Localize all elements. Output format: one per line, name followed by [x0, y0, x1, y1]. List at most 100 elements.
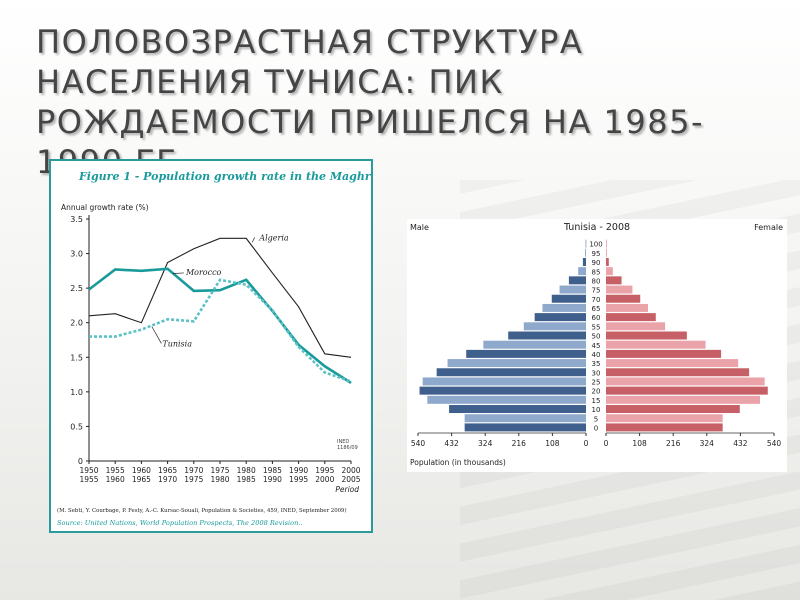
x-tick-label-top: 1970	[184, 466, 203, 475]
female-bar	[606, 386, 768, 395]
age-group-label: 30	[592, 369, 601, 377]
male-bar	[559, 285, 586, 294]
growth-rate-figure: Figure 1 - Population growth rate in the…	[49, 159, 373, 533]
age-group-label: 50	[592, 333, 601, 341]
male-bar	[534, 313, 586, 322]
y-axis-label: Annual growth rate (%)	[61, 203, 149, 212]
age-group-label: 20	[592, 388, 601, 396]
y-tick-label: 3.0	[70, 250, 83, 259]
x-tick-label-right: 0	[604, 439, 609, 448]
female-bar	[606, 276, 622, 285]
x-tick-label-bottom: 1985	[237, 475, 256, 484]
pyramid-left-label: Male	[410, 223, 429, 232]
series-line-morocco	[88, 267, 352, 384]
x-tick-label-bottom: 1975	[184, 475, 203, 484]
series-line-algeria	[88, 237, 352, 358]
age-group-label: 60	[592, 314, 601, 322]
age-group-label: 80	[592, 277, 601, 285]
x-tick-label-left: 0	[584, 439, 589, 448]
age-group-label: 55	[592, 323, 601, 331]
male-bar	[422, 377, 586, 386]
x-tick-label-bottom: 1980	[210, 475, 229, 484]
y-tick-label: 0	[78, 457, 83, 466]
y-tick-label: 3.5	[70, 215, 83, 224]
x-tick-label-right: 324	[700, 439, 715, 448]
series-label-leader	[251, 237, 255, 243]
x-tick-label-bottom: 1965	[132, 475, 151, 484]
female-bar	[606, 423, 723, 432]
female-bar	[606, 239, 607, 248]
age-group-label: 100	[589, 241, 602, 249]
series-line-tunisia	[89, 278, 352, 383]
x-tick-label-top: 1955	[106, 466, 125, 475]
x-tick-label-top: 1975	[210, 466, 229, 475]
x-tick-label-left: 432	[444, 439, 459, 448]
x-tick-label-top: 1950	[79, 466, 98, 475]
x-tick-label-right: 540	[767, 439, 782, 448]
male-bar	[568, 276, 586, 285]
female-bar	[606, 359, 739, 368]
x-tick-label-top: 1965	[158, 466, 177, 475]
x-tick-label-left: 324	[478, 439, 493, 448]
series-label-tunisia: Tunisia	[162, 339, 192, 348]
x-tick-label-top: 1990	[289, 466, 308, 475]
y-tick-label: 2.0	[70, 319, 83, 328]
x-tick-label-left: 540	[411, 439, 426, 448]
x-tick-label-left: 216	[512, 439, 527, 448]
x-tick-label-bottom: 1960	[106, 475, 125, 484]
pyramid-x-axis-label: Population (in thousands)	[410, 458, 506, 467]
y-tick-label: 0.5	[70, 422, 83, 431]
female-bar	[606, 405, 740, 414]
female-bar	[606, 349, 722, 358]
series-label-leader	[172, 272, 184, 274]
age-group-label: 90	[592, 259, 601, 267]
age-group-label: 75	[592, 287, 601, 295]
age-group-label: 70	[592, 296, 601, 304]
male-bar	[551, 294, 586, 303]
male-bar	[483, 340, 586, 349]
inset-note: INED 1186/09	[337, 439, 358, 451]
y-tick-label: 1.5	[70, 353, 83, 362]
figure-source: Source: United Nations, World Population…	[57, 519, 303, 527]
age-group-label: 5	[594, 415, 598, 423]
age-group-label: 10	[592, 406, 601, 414]
male-bar	[508, 331, 586, 340]
chart-title: Figure 1 - Population growth rate in the…	[78, 170, 373, 183]
x-tick-label-top: 1985	[263, 466, 282, 475]
population-pyramid-figure: Male Tunisia - 2008 Female 0 5 10 15 20 25 30 35 40…	[407, 219, 787, 472]
female-bar	[606, 368, 750, 377]
female-bar	[606, 322, 666, 331]
y-tick-label: 1.0	[70, 388, 83, 397]
series-label-leader	[151, 326, 162, 344]
age-group-label: 95	[592, 250, 601, 258]
female-bar	[606, 395, 760, 404]
male-bar	[585, 239, 587, 248]
x-tick-label-bottom: 1955	[79, 475, 98, 484]
female-bar	[606, 414, 723, 423]
female-bar	[606, 377, 765, 386]
male-bar	[585, 248, 586, 257]
inset-note-line: INED	[337, 439, 349, 445]
female-bar	[606, 267, 613, 276]
age-group-label: 35	[592, 360, 601, 368]
figure-footnote: (M. Sebti, Y. Courbage, P. Festy, A.-C. …	[57, 507, 347, 514]
x-tick-label-right: 108	[632, 439, 647, 448]
male-bar	[427, 395, 586, 404]
x-tick-label-right: 216	[666, 439, 681, 448]
age-group-label: 15	[592, 397, 601, 405]
male-bar	[419, 386, 586, 395]
x-tick-label-bottom: 1995	[289, 475, 308, 484]
y-tick-label: 2.5	[70, 284, 83, 293]
growth-rate-chart: Figure 1 - Population growth rate in the…	[57, 170, 373, 527]
female-bar	[606, 313, 656, 322]
age-group-label: 25	[592, 379, 601, 387]
series-label-algeria: Algeria	[258, 233, 289, 242]
male-bar	[447, 359, 586, 368]
pyramid-title: Tunisia - 2008	[563, 222, 630, 233]
x-tick-label-left: 108	[545, 439, 560, 448]
pyramid-right-label: Female	[754, 223, 783, 232]
x-tick-label-bottom: 1970	[158, 475, 177, 484]
female-bar	[606, 294, 641, 303]
inset-note-line: 1186/09	[337, 445, 358, 451]
